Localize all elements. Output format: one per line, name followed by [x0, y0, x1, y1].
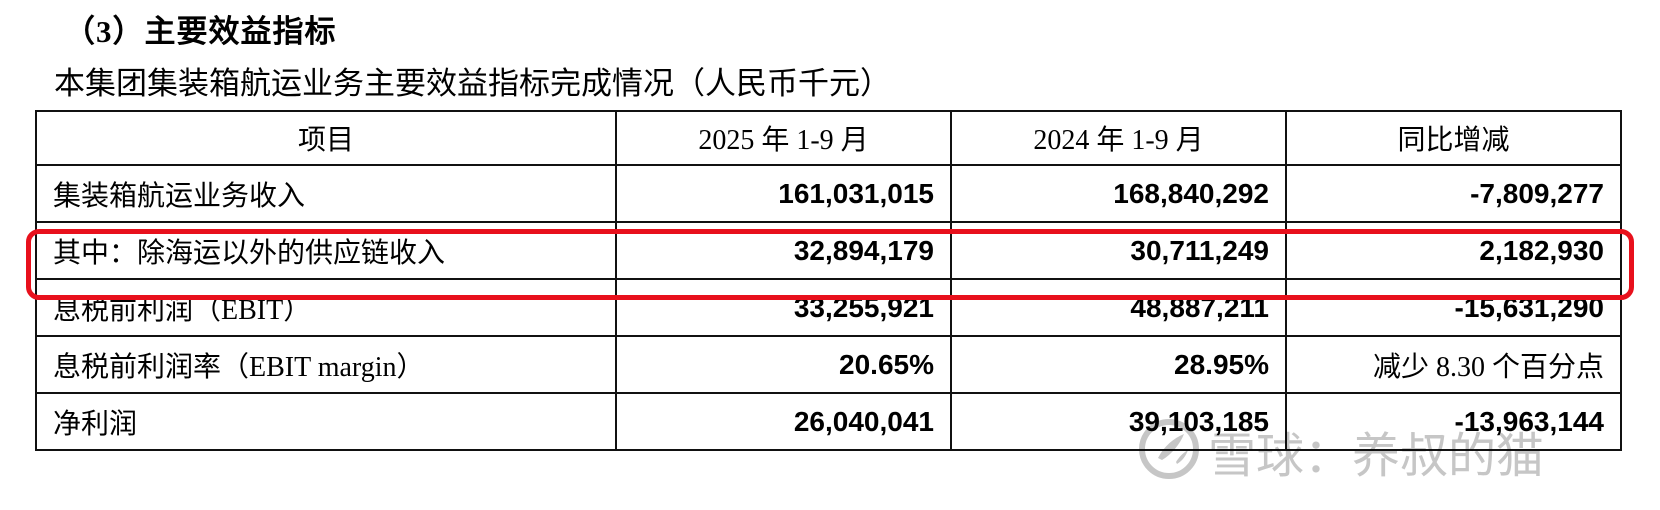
table-header-row: 项目 2025 年 1-9 月 2024 年 1-9 月 同比增减	[35, 110, 1622, 166]
table-row-ebit: 息税前利润（EBIT） 33,255,921 48,887,211 -15,63…	[35, 278, 1622, 337]
row-value-2024: 48,887,211	[950, 278, 1287, 337]
table-caption: 本集团集装箱航运业务主要效益指标完成情况（人民币千元）	[54, 66, 891, 101]
row-value-2024: 39,103,185	[950, 392, 1287, 451]
row-item-label: 净利润	[35, 392, 617, 451]
row-value-change: -15,631,290	[1285, 278, 1622, 337]
row-value-2025: 161,031,015	[615, 164, 952, 223]
table-row-ebit-margin: 息税前利润率（EBIT margin） 20.65% 28.95% 减少 8.3…	[35, 335, 1622, 394]
row-item-label: 息税前利润率（EBIT margin）	[35, 335, 617, 394]
row-value-change: -7,809,277	[1285, 164, 1622, 223]
row-value-change: -13,963,144	[1285, 392, 1622, 451]
row-item-label: 集装箱航运业务收入	[35, 164, 617, 223]
row-value-2024: 168,840,292	[950, 164, 1287, 223]
row-value-2025: 20.65%	[615, 335, 952, 394]
row-item-label: 息税前利润（EBIT）	[35, 278, 617, 337]
row-value-change: 2,182,930	[1285, 221, 1622, 280]
row-value-2024: 30,711,249	[950, 221, 1287, 280]
row-value-2025: 26,040,041	[615, 392, 952, 451]
row-item-label: 其中：除海运以外的供应链收入	[35, 221, 617, 280]
row-value-2025: 33,255,921	[615, 278, 952, 337]
row-value-2025: 32,894,179	[615, 221, 952, 280]
indicators-table: 项目 2025 年 1-9 月 2024 年 1-9 月 同比增减 集装箱航运业…	[35, 110, 1622, 451]
column-header-2025: 2025 年 1-9 月	[615, 110, 952, 166]
column-header-yoy-change: 同比增减	[1285, 110, 1622, 166]
table-row-shipping-revenue: 集装箱航运业务收入 161,031,015 168,840,292 -7,809…	[35, 164, 1622, 223]
column-header-2024: 2024 年 1-9 月	[950, 110, 1287, 166]
row-value-change: 减少 8.30 个百分点	[1285, 335, 1622, 394]
column-header-item: 项目	[35, 110, 617, 166]
section-title: （3）主要效益指标	[64, 14, 337, 49]
table-row-supply-chain-revenue: 其中：除海运以外的供应链收入 32,894,179 30,711,249 2,1…	[35, 221, 1622, 280]
table-row-net-profit: 净利润 26,040,041 39,103,185 -13,963,144	[35, 392, 1622, 451]
row-value-2024: 28.95%	[950, 335, 1287, 394]
